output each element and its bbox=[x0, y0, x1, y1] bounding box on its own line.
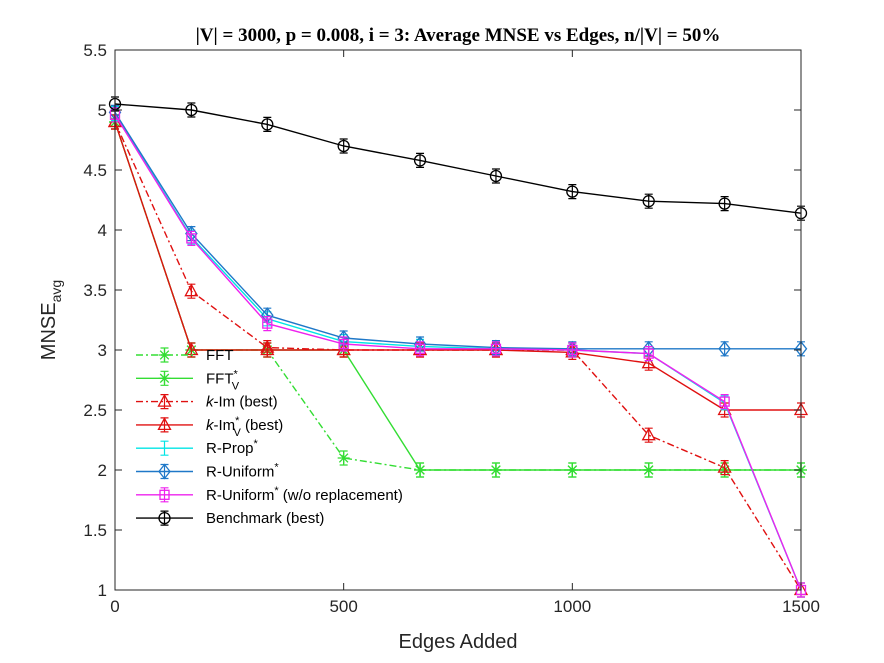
y-tick-label: 1 bbox=[98, 581, 107, 600]
data-point bbox=[337, 452, 350, 464]
data-point bbox=[338, 338, 349, 350]
plot-area bbox=[115, 50, 801, 590]
data-point bbox=[641, 355, 656, 369]
y-tick-label: 3 bbox=[98, 341, 107, 360]
legend-entry-5: R-Uniform* bbox=[136, 462, 279, 481]
error-bar bbox=[263, 116, 272, 132]
y-tick-label: 5 bbox=[98, 101, 107, 120]
legend-entry-4: R-Prop* bbox=[136, 438, 259, 457]
y-tick-label: 4 bbox=[98, 221, 107, 240]
error-bar bbox=[720, 196, 729, 212]
data-point bbox=[719, 396, 730, 407]
series-7 bbox=[108, 96, 808, 221]
legend-entry-2: k-Im (best) bbox=[136, 394, 278, 411]
x-axis-label: Edges Added bbox=[399, 631, 518, 653]
x-tick-label: 0 bbox=[110, 597, 119, 616]
data-point bbox=[641, 427, 656, 441]
y-tick-label: 2 bbox=[98, 461, 107, 480]
error-bar bbox=[491, 168, 500, 184]
legend-label: R-Uniform* bbox=[206, 462, 279, 481]
data-point bbox=[185, 103, 198, 117]
series-line-5 bbox=[114, 112, 801, 350]
legend-marker bbox=[159, 489, 170, 500]
legend-marker bbox=[158, 511, 171, 525]
data-point bbox=[566, 464, 579, 476]
legend: FFT FFT* V k-Im (best) k-Im* V (best)R-Prop* R… bbox=[136, 347, 403, 527]
legend-entry-6: R-Uniform* (w/o replacement) bbox=[136, 485, 403, 504]
y-axis-label-main: MNSE bbox=[38, 302, 60, 360]
error-bar bbox=[416, 152, 425, 168]
legend-entry-0: FFT bbox=[136, 347, 234, 364]
legend-label: R-Uniform* (w/o replacement) bbox=[206, 485, 403, 504]
data-point bbox=[717, 459, 732, 473]
legend-label: FFT bbox=[206, 347, 234, 364]
legend-entry-3: k-Im* V (best) bbox=[136, 415, 283, 439]
data-point bbox=[642, 464, 655, 476]
y-tick-label: 2.5 bbox=[83, 401, 107, 420]
legend-label: Benchmark (best) bbox=[206, 510, 324, 527]
legend-label: R-Prop* bbox=[206, 438, 259, 457]
series-line-6 bbox=[114, 114, 802, 591]
legend-label: FFT* V bbox=[206, 368, 240, 392]
series-line-7 bbox=[114, 103, 802, 214]
plot-frame bbox=[114, 49, 802, 591]
series-layer bbox=[107, 96, 809, 598]
y-axis-label-sub: avg bbox=[48, 280, 64, 303]
series-6 bbox=[109, 107, 807, 598]
data-point bbox=[262, 318, 273, 329]
legend-error-bar bbox=[160, 440, 169, 456]
data-point bbox=[186, 233, 197, 244]
error-bar bbox=[187, 102, 196, 118]
legend-entry-7: Benchmark (best) bbox=[136, 510, 324, 527]
axes-layer: 0 500 1000 1500 1 1.5 2 2.5 3 3.5 4 4.5 5 5.5 bbox=[83, 41, 820, 616]
data-point bbox=[489, 464, 502, 476]
data-point bbox=[718, 197, 731, 210]
data-point bbox=[567, 344, 578, 356]
plot-background bbox=[115, 50, 801, 590]
data-point bbox=[184, 283, 199, 297]
data-point bbox=[260, 342, 275, 356]
data-point bbox=[414, 343, 426, 354]
data-point bbox=[566, 185, 579, 198]
data-point bbox=[261, 118, 274, 131]
data-point bbox=[490, 343, 502, 354]
error-bar bbox=[339, 138, 348, 154]
data-point bbox=[642, 195, 655, 208]
series-line-3 bbox=[114, 121, 801, 411]
data-point bbox=[337, 139, 350, 153]
y-tick-label: 3.5 bbox=[83, 281, 107, 300]
legend-marker bbox=[158, 349, 171, 361]
legend-marker bbox=[157, 417, 172, 431]
legend-marker bbox=[157, 393, 172, 407]
data-point bbox=[413, 154, 427, 167]
x-tick-label: 1000 bbox=[553, 597, 591, 616]
error-bar bbox=[568, 184, 577, 200]
legend-label: k-Im (best) bbox=[206, 394, 278, 411]
data-point bbox=[718, 340, 731, 357]
y-tick-label: 4.5 bbox=[83, 161, 107, 180]
chart-title: |V| = 3000, p = 0.008, i = 3: Average MN… bbox=[196, 25, 721, 46]
y-axis-label: MNSEavg bbox=[38, 280, 64, 360]
legend-error-bar bbox=[160, 510, 169, 526]
legend-marker bbox=[158, 463, 171, 480]
y-tick-label: 5.5 bbox=[83, 41, 107, 60]
y-tick-label: 1.5 bbox=[83, 521, 107, 540]
legend-label: k-Im* V (best) bbox=[206, 415, 283, 439]
legend-marker bbox=[158, 372, 171, 385]
x-tick-label: 500 bbox=[329, 597, 357, 616]
error-bar bbox=[644, 193, 653, 209]
legend-entry-1: FFT* V bbox=[136, 368, 240, 392]
data-point bbox=[489, 169, 503, 183]
data-point bbox=[643, 348, 654, 359]
x-tick-label: 1500 bbox=[782, 597, 820, 616]
data-point bbox=[414, 464, 427, 476]
